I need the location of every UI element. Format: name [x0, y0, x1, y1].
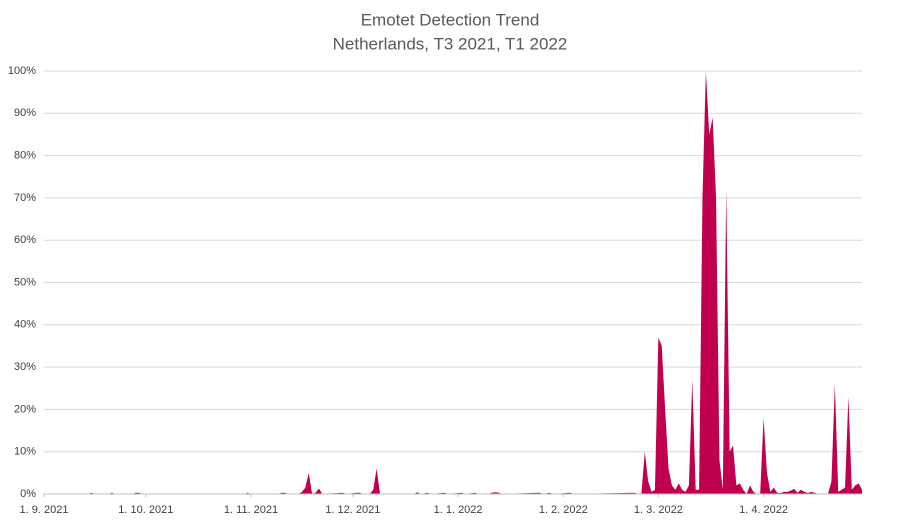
x-tick-label: 1. 1. 2022	[434, 504, 483, 516]
y-tick-label: 0%	[20, 488, 36, 500]
y-tick-label: 40%	[14, 319, 36, 331]
chart-title: Emotet Detection Trend	[361, 10, 540, 29]
x-tick-label: 1. 3. 2022	[634, 504, 683, 516]
area	[44, 71, 862, 494]
y-tick-label: 20%	[14, 403, 36, 415]
y-tick-label: 70%	[14, 192, 36, 204]
x-tick-label: 1. 2. 2022	[539, 504, 588, 516]
x-tick-label: 1. 11. 2021	[224, 504, 278, 516]
y-tick-label: 30%	[14, 361, 36, 373]
y-tick-label: 60%	[14, 234, 36, 246]
x-tick-label: 1. 4. 2022	[739, 504, 788, 516]
chart-subtitle: Netherlands, T3 2021, T1 2022	[333, 34, 568, 53]
y-tick-label: 100%	[8, 65, 36, 77]
x-tick-label: 1. 9. 2021	[20, 504, 69, 516]
x-tick-label: 1. 10. 2021	[118, 504, 173, 516]
y-tick-label: 50%	[14, 276, 36, 288]
y-tick-label: 80%	[14, 150, 36, 162]
y-tick-label: 10%	[14, 446, 36, 458]
x-tick-label: 1. 12. 2021	[325, 504, 380, 516]
y-tick-label: 90%	[14, 107, 36, 119]
